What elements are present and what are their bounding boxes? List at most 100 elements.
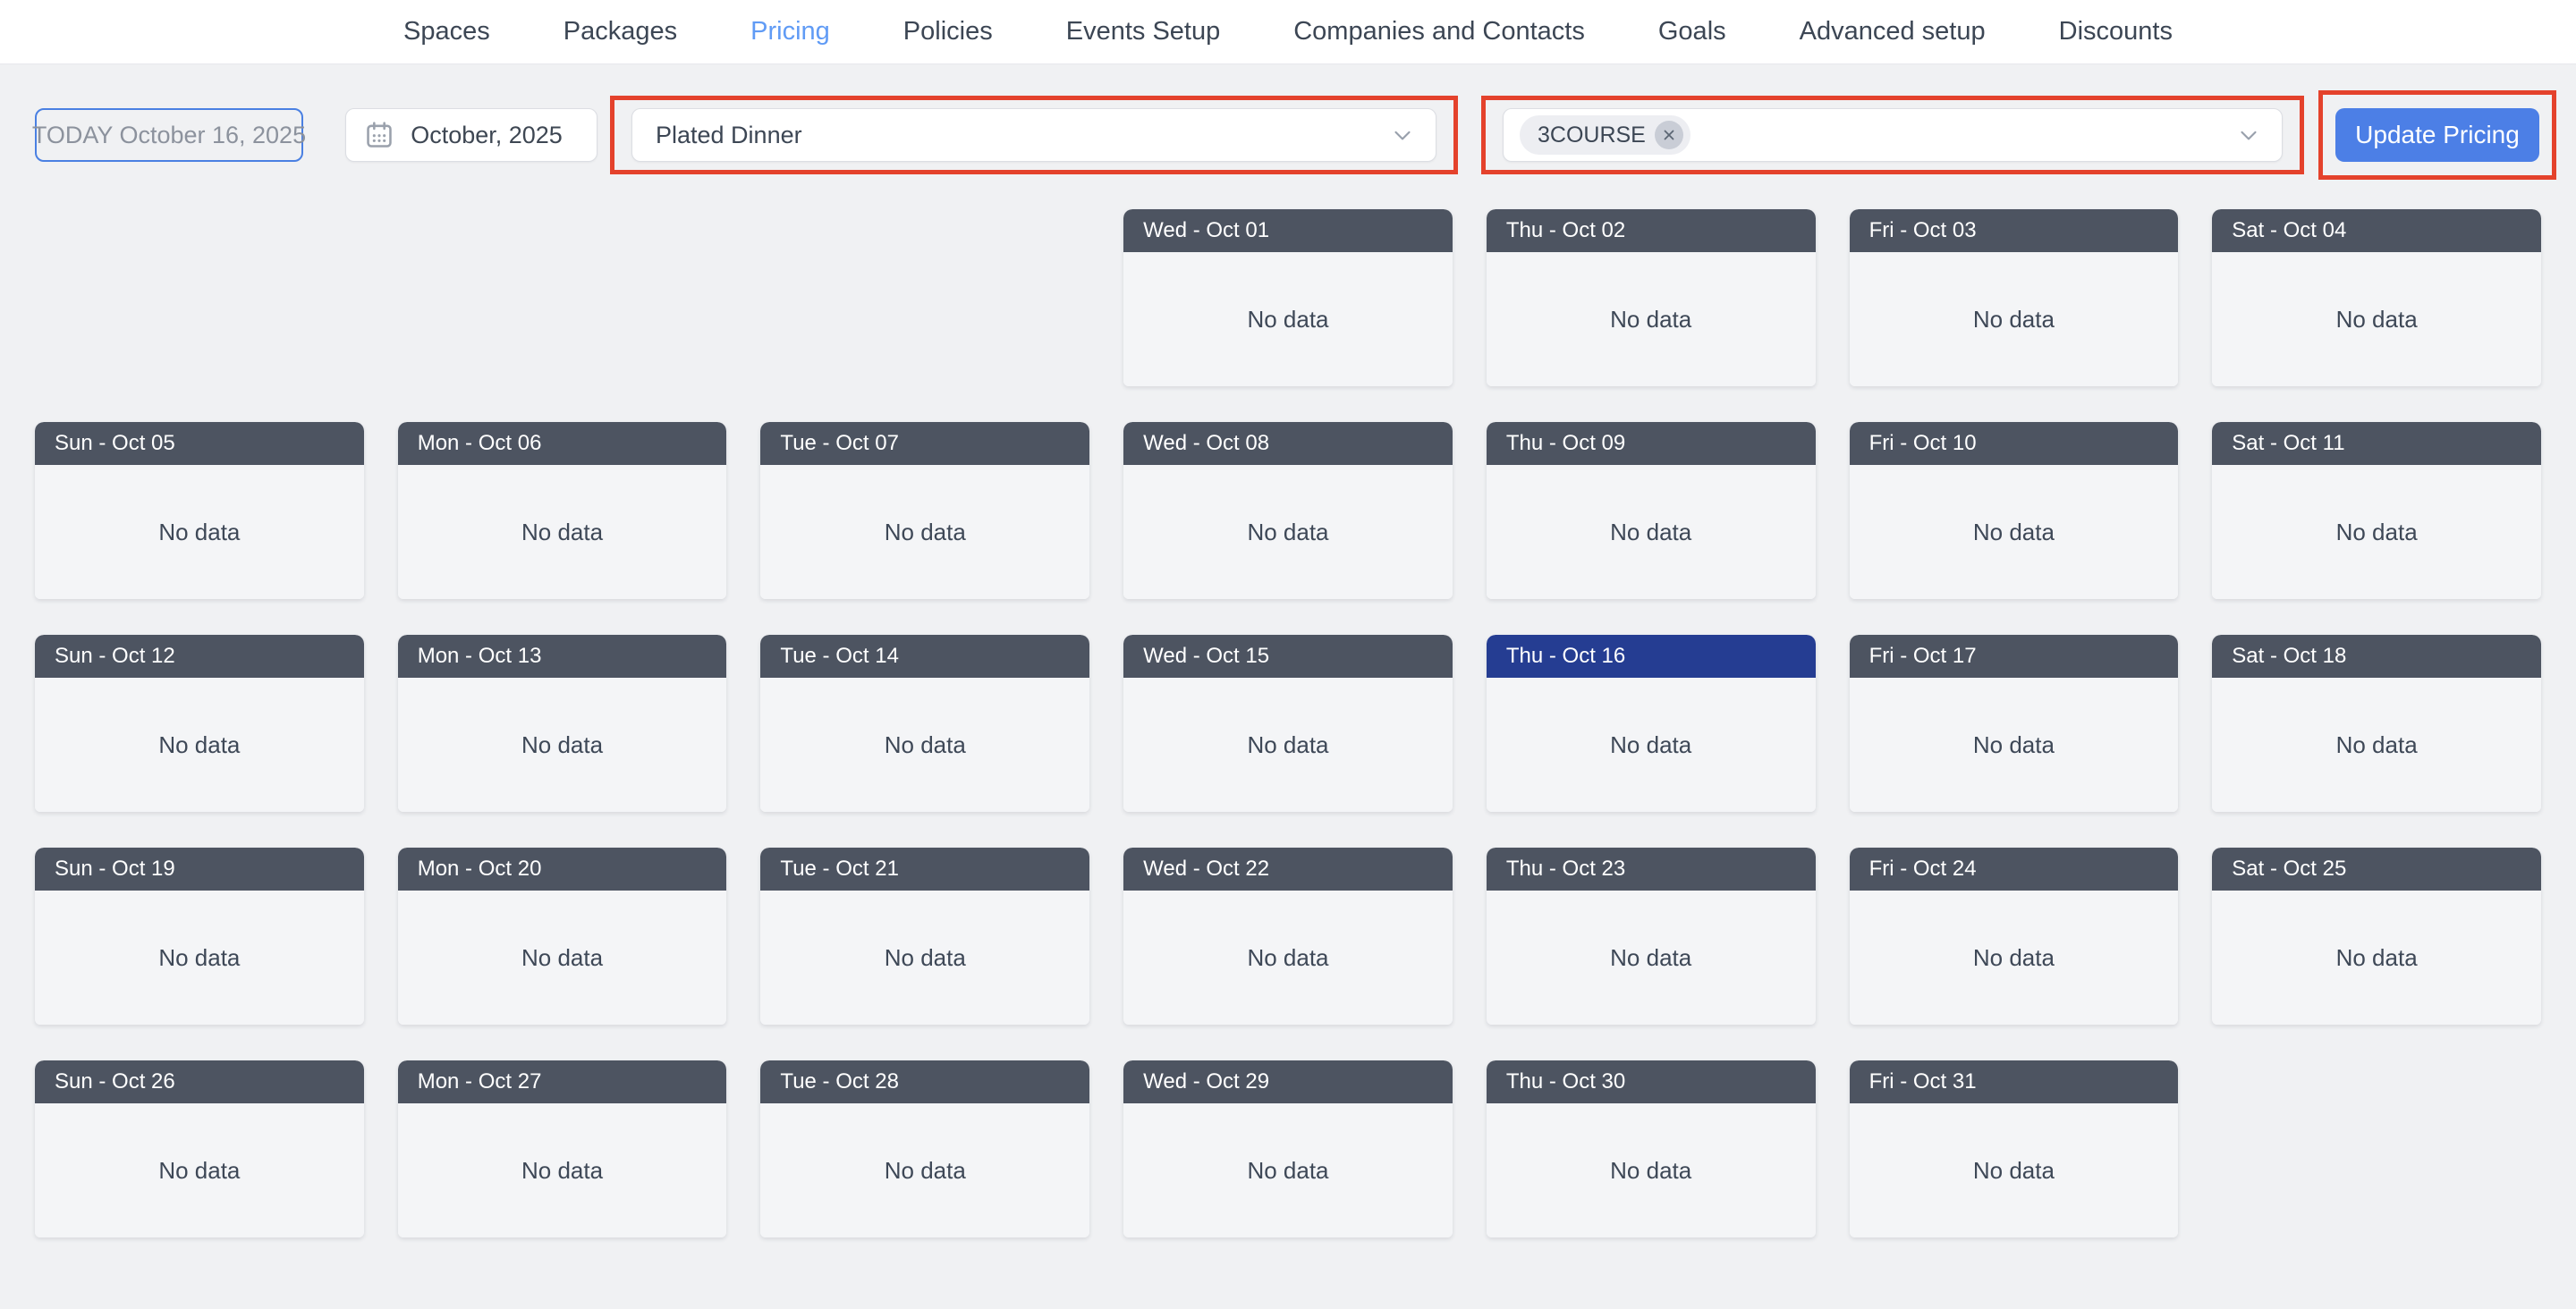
calendar-day-cell[interactable]: Sun - Oct 19 No data [35,848,364,1025]
selected-package-tag: 3COURSE [1520,115,1690,155]
day-cell-no-data-text: No data [1486,465,1816,599]
calendar-day-cell[interactable]: Fri - Oct 24 No data [1849,848,2179,1025]
day-cell-no-data-text: No data [760,1103,1090,1237]
day-cell-no-data-text: No data [1849,678,2179,812]
day-cell-header: Fri - Oct 31 [1849,1060,2179,1103]
calendar-day-cell[interactable]: Thu - Oct 02 No data [1486,209,1816,386]
nav-item-packages[interactable]: Packages [563,17,678,46]
remove-tag-icon[interactable] [1654,121,1683,149]
day-cell-no-data-text: No data [1486,891,1816,1025]
day-cell-header: Fri - Oct 17 [1849,635,2179,678]
chevron-down-icon [1389,122,1416,148]
day-cell-no-data-text: No data [35,678,364,812]
calendar-day-cell[interactable]: Tue - Oct 14 No data [760,635,1090,812]
day-cell-header: Sun - Oct 05 [35,422,364,465]
day-cell-header: Thu - Oct 30 [1486,1060,1816,1103]
calendar-day-cell[interactable]: Wed - Oct 22 No data [1123,848,1453,1025]
calendar-day-cell[interactable]: Fri - Oct 03 No data [1849,209,2179,386]
day-cell-no-data-text: No data [1123,678,1453,812]
calendar-day-cell[interactable]: Wed - Oct 01 No data [1123,209,1453,386]
calendar-day-cell[interactable]: Mon - Oct 06 No data [397,422,727,599]
calendar-day-cell[interactable]: Sun - Oct 26 No data [35,1060,364,1237]
day-cell-header: Tue - Oct 07 [760,422,1090,465]
calendar-day-cell[interactable]: Sat - Oct 18 No data [2212,635,2541,812]
calendar-day-cell[interactable]: Fri - Oct 31 No data [1849,1060,2179,1237]
calendar-day-cell[interactable]: Fri - Oct 17 No data [1849,635,2179,812]
calendar-day-cell[interactable]: Tue - Oct 21 No data [760,848,1090,1025]
chevron-down-icon [2235,122,2262,148]
calendar-day-cell[interactable]: Sat - Oct 25 No data [2212,848,2541,1025]
day-cell-header: Fri - Oct 24 [1849,848,2179,891]
nav-item-goals[interactable]: Goals [1657,17,1726,46]
today-button[interactable]: TODAY October 16, 2025 [32,108,306,162]
day-cell-no-data-text: No data [2212,465,2541,599]
day-cell-no-data-text: No data [397,678,727,812]
day-cell-header: Mon - Oct 27 [397,1060,727,1103]
nav-item-policies[interactable]: Policies [902,17,993,46]
pricing-toolbar: TODAY October 16, 2025 October, 2025 Pla… [0,86,2576,184]
calendar-day-cell[interactable]: Thu - Oct 09 No data [1486,422,1816,599]
day-cell-no-data-text: No data [760,678,1090,812]
calendar-day-cell[interactable]: Sun - Oct 12 No data [35,635,364,812]
day-cell-no-data-text: No data [1486,678,1816,812]
day-cell-header: Sat - Oct 11 [2212,422,2541,465]
calendar-day-cell[interactable]: Sun - Oct 05 No data [35,422,364,599]
day-cell-header: Fri - Oct 10 [1849,422,2179,465]
day-cell-no-data-text: No data [1123,891,1453,1025]
month-picker[interactable]: October, 2025 [345,108,597,162]
nav-item-events-setup[interactable]: Events Setup [1065,17,1221,46]
calendar-day-cell[interactable]: Thu - Oct 30 No data [1486,1060,1816,1237]
package-multiselect[interactable]: 3COURSE [1503,108,2283,162]
calendar-day-cell[interactable]: Tue - Oct 28 No data [760,1060,1090,1237]
calendar-day-cell[interactable]: Mon - Oct 13 No data [397,635,727,812]
nav-item-companies-and-contacts[interactable]: Companies and Contacts [1293,17,1585,46]
update-pricing-button[interactable]: Update Pricing [2335,108,2539,162]
day-cell-header: Sun - Oct 12 [35,635,364,678]
day-cell-header: Wed - Oct 01 [1123,209,1453,252]
day-cell-header: Wed - Oct 29 [1123,1060,1453,1103]
day-cell-no-data-text: No data [1849,252,2179,386]
day-cell-no-data-text: No data [2212,891,2541,1025]
top-navigation: Spaces Packages Pricing Policies Events Setu… [0,0,2576,64]
day-cell-header: Wed - Oct 22 [1123,848,1453,891]
annotation-box-package-select: 3COURSE [1481,96,2304,174]
day-cell-no-data-text: No data [1849,465,2179,599]
calendar-day-cell[interactable]: Mon - Oct 20 No data [397,848,727,1025]
calendar-day-cell[interactable]: Wed - Oct 29 No data [1123,1060,1453,1237]
calendar-day-cell[interactable]: Fri - Oct 10 No data [1849,422,2179,599]
day-cell-header: Tue - Oct 14 [760,635,1090,678]
day-cell-header: Sat - Oct 25 [2212,848,2541,891]
day-cell-header: Wed - Oct 15 [1123,635,1453,678]
nav-item-advanced-setup[interactable]: Advanced setup [1799,17,1986,46]
nav-item-pricing[interactable]: Pricing [750,17,830,46]
calendar-day-cell[interactable]: Wed - Oct 08 No data [1123,422,1453,599]
day-cell-header: Sun - Oct 19 [35,848,364,891]
day-cell-no-data-text: No data [397,1103,727,1237]
nav-item-discounts[interactable]: Discounts [2058,17,2173,46]
day-cell-no-data-text: No data [760,891,1090,1025]
calendar-day-cell[interactable]: Mon - Oct 27 No data [397,1060,727,1237]
day-cell-header: Thu - Oct 09 [1486,422,1816,465]
calendar-day-cell[interactable]: Wed - Oct 15 No data [1123,635,1453,812]
day-cell-header: Sun - Oct 26 [35,1060,364,1103]
day-cell-no-data-text: No data [35,465,364,599]
meal-type-select[interactable]: Plated Dinner [631,108,1436,162]
month-picker-value: October, 2025 [411,121,563,148]
annotation-box-meal-select: Plated Dinner [610,96,1458,174]
calendar-day-cell[interactable]: Tue - Oct 07 No data [760,422,1090,599]
day-cell-header: Tue - Oct 21 [760,848,1090,891]
day-cell-header: Thu - Oct 16 [1486,635,1816,678]
day-cell-header: Sat - Oct 18 [2212,635,2541,678]
day-cell-no-data-text: No data [1123,465,1453,599]
day-cell-no-data-text: No data [1849,1103,2179,1237]
day-cell-no-data-text: No data [397,891,727,1025]
day-cell-no-data-text: No data [2212,252,2541,386]
calendar-day-cell[interactable]: Thu - Oct 16 No data [1486,635,1816,812]
calendar-day-cell[interactable]: Thu - Oct 23 No data [1486,848,1816,1025]
calendar-day-cell[interactable]: Sat - Oct 04 No data [2212,209,2541,386]
day-cell-no-data-text: No data [1123,1103,1453,1237]
calendar-day-cell[interactable]: Sat - Oct 11 No data [2212,422,2541,599]
calendar-icon [364,120,394,150]
nav-item-spaces[interactable]: Spaces [403,17,490,46]
selected-package-tag-label: 3COURSE [1538,122,1646,148]
